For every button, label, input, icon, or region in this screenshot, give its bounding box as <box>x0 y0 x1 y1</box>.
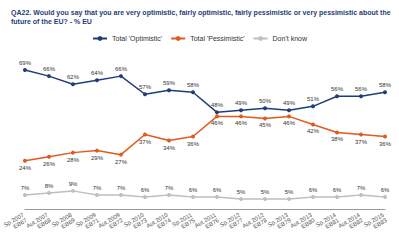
svg-text:51%: 51% <box>307 96 320 102</box>
svg-text:EB68: EB68 <box>36 217 52 230</box>
svg-text:50%: 50% <box>259 98 272 104</box>
svg-text:46%: 46% <box>211 120 224 126</box>
svg-text:Aut.2012: Aut.2012 <box>241 211 265 229</box>
svg-text:EB67: EB67 <box>12 217 28 230</box>
svg-text:6%: 6% <box>309 187 318 193</box>
svg-text:62%: 62% <box>67 74 80 80</box>
svg-text:EB75: EB75 <box>180 217 196 230</box>
svg-text:Sp.2011: Sp.2011 <box>171 211 193 228</box>
svg-text:Aut.2011: Aut.2011 <box>193 211 217 229</box>
svg-text:48%: 48% <box>211 102 224 108</box>
svg-text:Aut.2010: Aut.2010 <box>145 211 169 229</box>
svg-text:Sp.2007: Sp.2007 <box>2 211 25 229</box>
svg-text:58%: 58% <box>187 82 200 88</box>
svg-text:EB74: EB74 <box>156 217 172 230</box>
svg-text:29%: 29% <box>91 155 104 161</box>
svg-text:EB81: EB81 <box>324 217 340 230</box>
svg-text:66%: 66% <box>115 66 128 72</box>
svg-text:36%: 36% <box>379 141 392 147</box>
svg-text:7%: 7% <box>93 185 102 191</box>
svg-text:EB83: EB83 <box>372 217 388 230</box>
svg-text:Sp.2015: Sp.2015 <box>362 211 385 229</box>
svg-text:49%: 49% <box>235 100 248 106</box>
svg-text:56%: 56% <box>331 86 344 92</box>
svg-text:57%: 57% <box>139 84 152 90</box>
svg-text:46%: 46% <box>235 120 248 126</box>
svg-text:EB77: EB77 <box>228 217 244 230</box>
svg-text:26%: 26% <box>43 161 56 167</box>
svg-text:EB82: EB82 <box>348 217 364 230</box>
svg-text:EB80: EB80 <box>300 217 316 230</box>
svg-text:42%: 42% <box>307 128 320 134</box>
svg-text:7%: 7% <box>357 185 366 191</box>
svg-text:EB71: EB71 <box>84 217 100 230</box>
svg-text:37%: 37% <box>139 139 152 145</box>
svg-text:7%: 7% <box>21 185 30 191</box>
svg-text:Aut.2007: Aut.2007 <box>25 211 49 229</box>
svg-text:EB76: EB76 <box>204 217 220 230</box>
svg-text:34%: 34% <box>163 145 176 151</box>
svg-text:69%: 69% <box>19 60 32 66</box>
svg-text:5%: 5% <box>285 189 294 195</box>
svg-text:46%: 46% <box>283 120 296 126</box>
svg-text:Total 'Pessimistic': Total 'Pessimistic' <box>190 35 244 42</box>
svg-text:EB78: EB78 <box>252 217 268 230</box>
svg-text:EB79: EB79 <box>276 217 292 230</box>
svg-text:6%: 6% <box>381 187 390 193</box>
svg-text:45%: 45% <box>259 122 272 128</box>
svg-text:38%: 38% <box>331 136 344 142</box>
svg-text:6%: 6% <box>189 187 198 193</box>
svg-text:36%: 36% <box>187 141 200 147</box>
svg-text:64%: 64% <box>91 70 104 76</box>
svg-text:56%: 56% <box>355 86 368 92</box>
svg-text:EB72: EB72 <box>108 217 124 230</box>
svg-text:EB73: EB73 <box>132 217 148 230</box>
svg-text:5%: 5% <box>261 189 270 195</box>
svg-text:7%: 7% <box>165 185 174 191</box>
svg-text:Don't know: Don't know <box>273 35 308 42</box>
svg-text:QA22. Would you say that you a: QA22. Would you say that you are very op… <box>11 9 393 17</box>
svg-text:6%: 6% <box>333 187 342 193</box>
svg-text:24%: 24% <box>19 165 32 171</box>
svg-text:Aut.2013: Aut.2013 <box>289 211 313 229</box>
svg-text:59%: 59% <box>163 80 176 86</box>
svg-text:Aut.2014: Aut.2014 <box>337 211 361 229</box>
svg-text:6%: 6% <box>213 187 222 193</box>
svg-text:future of the EU? - % EU: future of the EU? - % EU <box>11 18 92 25</box>
svg-text:28%: 28% <box>67 157 80 163</box>
svg-text:Sp.2010: Sp.2010 <box>122 211 145 229</box>
svg-text:Sp.2012: Sp.2012 <box>218 211 241 229</box>
svg-text:Aut.2009: Aut.2009 <box>97 211 121 229</box>
svg-text:EB69: EB69 <box>60 217 76 230</box>
svg-text:27%: 27% <box>115 159 128 165</box>
svg-text:37%: 37% <box>355 139 368 145</box>
svg-text:Sp.2014: Sp.2014 <box>314 211 337 229</box>
svg-text:58%: 58% <box>379 82 392 88</box>
svg-text:Total 'Optimistic': Total 'Optimistic' <box>112 35 162 43</box>
svg-text:49%: 49% <box>283 100 296 106</box>
svg-text:9%: 9% <box>69 181 78 187</box>
svg-text:8%: 8% <box>45 183 54 189</box>
svg-text:7%: 7% <box>117 185 126 191</box>
svg-text:Sp.2013: Sp.2013 <box>266 211 289 229</box>
svg-text:66%: 66% <box>43 66 56 72</box>
svg-text:Sp.2009: Sp.2009 <box>74 211 97 229</box>
svg-text:6%: 6% <box>141 187 150 193</box>
svg-text:Sp.2008: Sp.2008 <box>50 211 73 229</box>
svg-text:5%: 5% <box>237 189 246 195</box>
